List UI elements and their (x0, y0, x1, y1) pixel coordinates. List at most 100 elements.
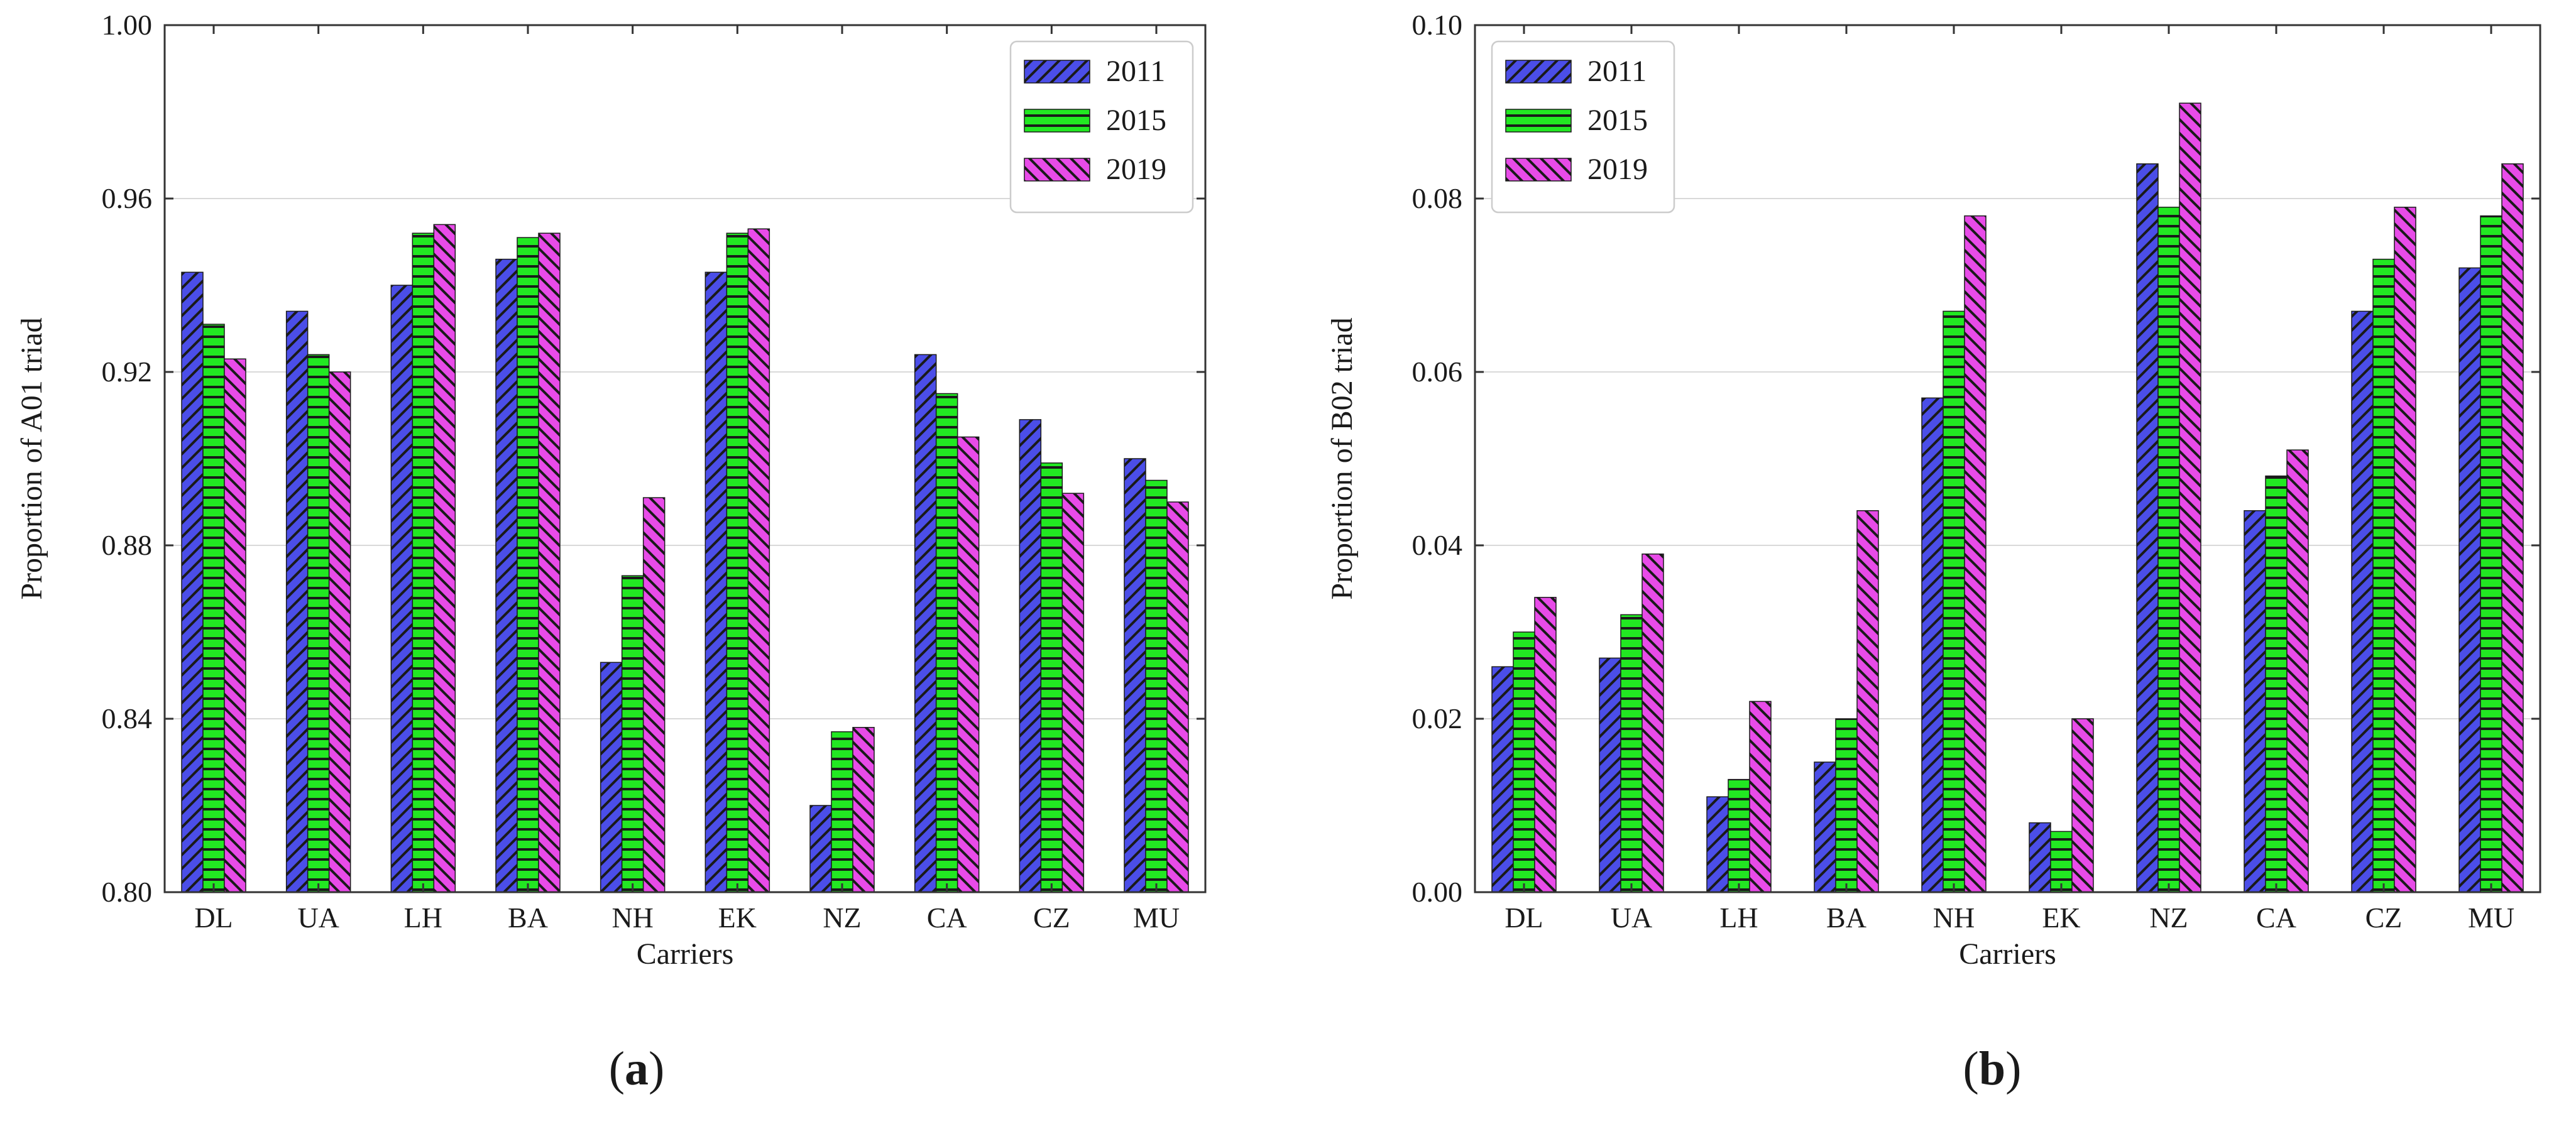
bar-hatch (412, 233, 434, 893)
x-tick-label-ca: CA (2256, 902, 2296, 934)
bar-hatch (1728, 779, 1750, 892)
y-tick-label: 0.80 (102, 876, 153, 908)
bar-lh-2019 (1749, 701, 1772, 893)
bars (181, 224, 1189, 893)
bar-hatch (853, 727, 874, 892)
bar-ua-2019 (1642, 554, 1664, 893)
legend: 2011 2015 2019 (1009, 40, 1194, 214)
bar-hatch (2394, 207, 2416, 892)
bar-hatch (2266, 476, 2287, 892)
bar-ek-2011 (2029, 822, 2051, 893)
bar-lh-2019 (433, 224, 456, 893)
bar-ca-2015 (2265, 475, 2288, 893)
y-tick-label: 0.00 (1412, 876, 1463, 908)
bar-hatch (1019, 419, 1041, 892)
bar-nh-2011 (1921, 397, 1944, 893)
bar-ua-2015 (1620, 614, 1643, 893)
y-tick-label: 0.02 (1412, 702, 1463, 734)
bar-nz-2019 (852, 727, 875, 893)
bar-mu-2015 (2480, 215, 2502, 893)
legend-label-2015: 2015 (1587, 104, 1648, 137)
bar-nh-2015 (621, 575, 644, 893)
bar-cz-2019 (2394, 207, 2416, 893)
x-tick-label-ek: EK (2042, 902, 2080, 934)
legend-label-2011: 2011 (1106, 55, 1165, 88)
x-tick-label-nh: NH (611, 902, 653, 934)
plot-frame (163, 24, 1207, 893)
bar-hatch (1513, 632, 1535, 892)
x-tick-label-cz: CZ (1033, 902, 1070, 934)
bar-hatch (748, 229, 770, 892)
panel-label-letter: b (1979, 1042, 2005, 1095)
x-tick-label-ba: BA (508, 902, 548, 934)
bar-hatch (957, 437, 979, 892)
bar-hatch (2029, 822, 2051, 892)
bar-hatch (1857, 510, 1878, 892)
bar-hatch (1621, 614, 1642, 892)
bar-hatch (224, 359, 246, 892)
x-tick-label-nz: NZ (823, 902, 861, 934)
bar-nz-2019 (2179, 102, 2201, 893)
bar-cz-2015 (2372, 258, 2395, 893)
bar-nh-2019 (642, 497, 666, 893)
bar-nh-2015 (1943, 310, 1965, 893)
bar-hatch (705, 272, 727, 892)
bar-mu-2011 (1124, 458, 1146, 893)
bar-ek-2015 (2050, 831, 2073, 893)
bars (1491, 102, 2524, 893)
bar-ek-2011 (704, 271, 728, 893)
bar-hatch (517, 237, 539, 893)
bar-hatch (914, 354, 936, 892)
bar-ca-2019 (2286, 449, 2309, 893)
x-tick-label-mu: MU (2468, 902, 2514, 934)
y-tick-label: 0.84 (102, 702, 153, 734)
bar-hatch (2287, 450, 2308, 892)
legend-swatch-2019 (1024, 158, 1090, 182)
x-axis-title: Carriers (1959, 937, 2056, 971)
bar-mu-2015 (1145, 479, 1168, 893)
legend: 2011 2015 2019 (1491, 40, 1675, 214)
bar-dl-2019 (224, 358, 246, 893)
x-tick-label-mu: MU (1133, 902, 1180, 934)
bar-hatch (622, 576, 644, 892)
bar-lh-2011 (390, 285, 414, 893)
y-tick-label: 0.10 (1412, 9, 1463, 41)
bar-ua-2019 (328, 371, 351, 893)
bar-mu-2019 (2501, 163, 2524, 893)
bar-ba-2015 (1835, 718, 1858, 893)
bar-hatch (1146, 480, 1167, 892)
x-tick-label-ua: UA (297, 902, 339, 934)
y-axis-ticks: 0.00 0.02 0.04 0.06 0.08 0.10 (1412, 9, 2540, 908)
bar-ua-2011 (1599, 657, 1621, 893)
y-tick-label: 0.04 (1412, 529, 1463, 561)
panel-label: (b) (1963, 1042, 2022, 1095)
chart-panel-a: 0.80 0.84 0.88 0.92 0.96 1.00 DL UA LH BA NH EK NZ C… (15, 9, 1207, 1095)
bar-ua-2011 (285, 310, 309, 893)
bar-dl-2019 (1534, 597, 1557, 893)
bar-hatch (1492, 667, 1513, 892)
y-tick-label: 1.00 (102, 9, 153, 41)
bar-hatch (1599, 658, 1621, 892)
bar-ba-2019 (1856, 510, 1879, 893)
bar-hatch (1062, 493, 1084, 892)
x-tick-label-lh: LH (1719, 902, 1758, 934)
bar-ek-2015 (726, 232, 749, 893)
chart-panel-b: 0.00 0.02 0.04 0.06 0.08 0.10 DL UA LH BA NH EK NZ C… (1325, 9, 2541, 1095)
bar-hatch (1922, 398, 1943, 892)
bar-hatch (1965, 216, 1986, 893)
bar-nz-2015 (2157, 207, 2180, 893)
legend-swatch-2019 (1505, 158, 1572, 182)
bar-hatch (539, 233, 560, 893)
bar-nh-2019 (1964, 215, 1987, 893)
bar-ek-2019 (747, 228, 770, 893)
bar-ba-2019 (538, 232, 561, 893)
x-tick-label-ba: BA (1826, 902, 1866, 934)
x-tick-label-ua: UA (1611, 902, 1652, 934)
bar-ek-2019 (2071, 718, 2094, 893)
bar-hatch (643, 498, 665, 892)
bar-hatch (434, 224, 456, 892)
bar-cz-2015 (1040, 462, 1063, 893)
bar-ca-2015 (935, 393, 958, 893)
